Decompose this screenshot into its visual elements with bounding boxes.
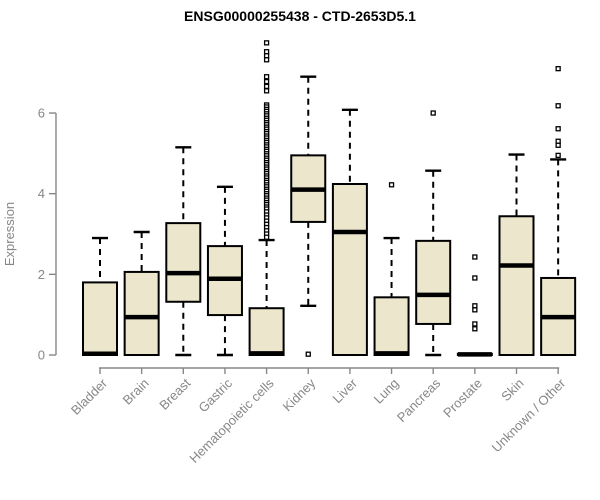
x-tick-label: Liver [329,375,360,406]
box-liver: Liver [329,108,368,406]
x-tick-label: Bladder [68,375,111,418]
y-tick-label: 0 [38,348,45,363]
y-axis-title: Expression [2,202,17,266]
outlier-point [472,326,478,332]
outlier-point [555,66,561,72]
iqr-box [123,270,160,356]
outlier-point [472,254,478,260]
box-skin: Skin [498,153,535,404]
outlier-point [472,321,478,327]
y-tick-label: 6 [38,106,45,121]
outlier-point [263,74,270,80]
outlier-point [263,88,270,94]
outlier-point [472,307,478,313]
outlier-point [263,234,270,240]
outlier-point [263,78,270,85]
outlier-point [388,182,395,188]
x-tick-label: Lung [371,376,402,407]
box-breast: Breast [156,146,202,413]
box-pancreas: Pancreas [394,110,452,425]
iqr-box [82,281,118,357]
iqr-box [415,239,452,325]
box-lung: Lung [371,182,410,407]
outlier-point [472,275,478,281]
iqr-box [373,296,410,356]
outlier-point [555,103,561,109]
box-brain: Brain [120,230,160,408]
x-tick-label: Gastric [195,375,235,415]
iqr-box [165,222,202,303]
outlier-point [430,110,436,116]
iqr-box [248,307,285,356]
x-tick-label: Prostate [440,376,485,421]
outlier-point [263,83,270,90]
outlier-point [555,152,561,159]
iqr-box [331,183,368,356]
chart-title: ENSG00000255438 - CTD-2653D5.1 [184,8,416,24]
outlier-point [263,40,270,46]
outlier-point [305,351,311,357]
x-tick-label: Skin [498,376,526,404]
outlier-point [263,57,270,63]
iqr-box [498,215,535,356]
outlier-point [555,142,561,148]
x-tick-label: Breast [156,375,193,412]
x-tick-label: Unknown / Other [489,375,569,455]
y-tick-label: 2 [38,267,45,282]
box-kidney: Kidney [280,75,327,414]
x-tick-label: Pancreas [394,375,444,425]
box-gastric: Gastric [195,185,243,415]
box-bladder: Bladder [68,236,118,418]
y-tick-label: 4 [38,186,45,201]
x-tick-label: Brain [120,376,152,408]
outlier-point [555,126,561,132]
x-tick-label: Kidney [280,375,319,414]
